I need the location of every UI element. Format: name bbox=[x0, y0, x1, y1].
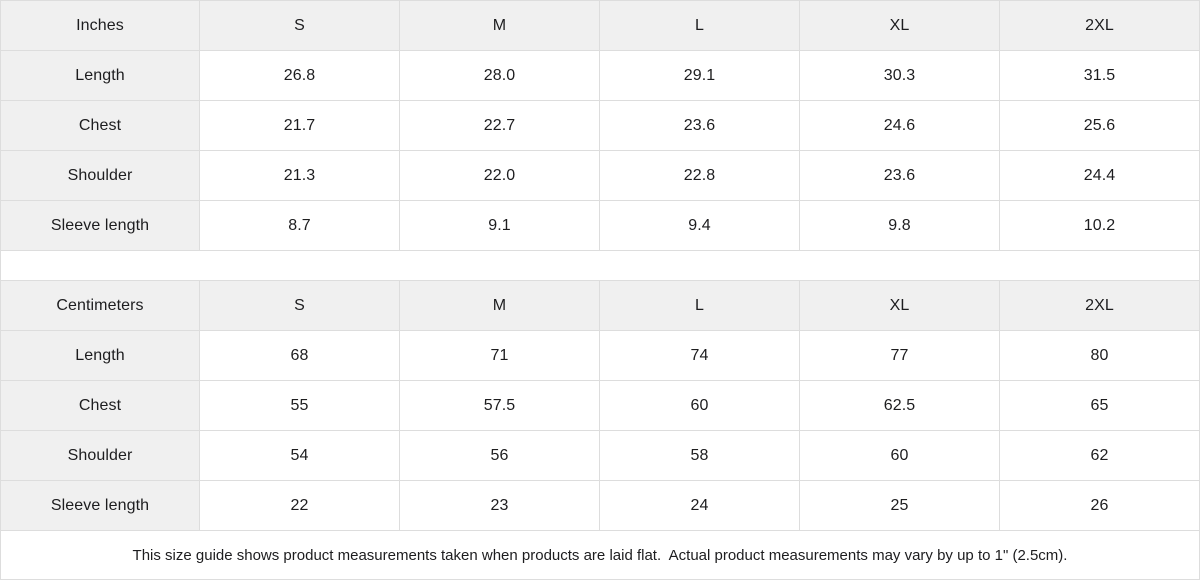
size-header-cell: XL bbox=[800, 281, 1000, 331]
row-label-cell: Length bbox=[1, 51, 200, 101]
value-cell: 22.7 bbox=[400, 101, 600, 151]
value-cell: 23.6 bbox=[800, 151, 1000, 201]
size-header-cell: XL bbox=[800, 1, 1000, 51]
size-header-cell: L bbox=[600, 1, 800, 51]
row-label-cell: Length bbox=[1, 331, 200, 381]
row-label-cell: Shoulder bbox=[1, 431, 200, 481]
size-header-cell: M bbox=[400, 281, 600, 331]
value-cell: 21.7 bbox=[200, 101, 400, 151]
value-cell: 54 bbox=[200, 431, 400, 481]
value-cell: 31.5 bbox=[1000, 51, 1199, 101]
value-cell: 24.6 bbox=[800, 101, 1000, 151]
value-cell: 9.4 bbox=[600, 201, 800, 251]
value-cell: 80 bbox=[1000, 331, 1199, 381]
value-cell: 56 bbox=[400, 431, 600, 481]
size-header-cell: 2XL bbox=[1000, 281, 1199, 331]
row-label-cell: Sleeve length bbox=[1, 481, 200, 531]
table-row: Length 26.8 28.0 29.1 30.3 31.5 bbox=[1, 51, 1199, 101]
header-row: Inches S M L XL 2XL bbox=[1, 1, 1199, 51]
value-cell: 62.5 bbox=[800, 381, 1000, 431]
value-cell: 28.0 bbox=[400, 51, 600, 101]
value-cell: 71 bbox=[400, 331, 600, 381]
size-header-cell: 2XL bbox=[1000, 1, 1199, 51]
value-cell: 29.1 bbox=[600, 51, 800, 101]
value-cell: 26.8 bbox=[200, 51, 400, 101]
value-cell: 58 bbox=[600, 431, 800, 481]
value-cell: 26 bbox=[1000, 481, 1199, 531]
table-row: Length 68 71 74 77 80 bbox=[1, 331, 1199, 381]
table-row: Sleeve length 8.7 9.1 9.4 9.8 10.2 bbox=[1, 201, 1199, 251]
value-cell: 60 bbox=[600, 381, 800, 431]
size-header-cell: S bbox=[200, 1, 400, 51]
row-label-cell: Sleeve length bbox=[1, 201, 200, 251]
row-label-cell: Shoulder bbox=[1, 151, 200, 201]
value-cell: 65 bbox=[1000, 381, 1199, 431]
value-cell: 24 bbox=[600, 481, 800, 531]
table-row: Shoulder 21.3 22.0 22.8 23.6 24.4 bbox=[1, 151, 1199, 201]
table-row: Chest 55 57.5 60 62.5 65 bbox=[1, 381, 1199, 431]
value-cell: 60 bbox=[800, 431, 1000, 481]
size-header-cell: M bbox=[400, 1, 600, 51]
value-cell: 68 bbox=[200, 331, 400, 381]
value-cell: 62 bbox=[1000, 431, 1199, 481]
value-cell: 24.4 bbox=[1000, 151, 1199, 201]
value-cell: 23.6 bbox=[600, 101, 800, 151]
value-cell: 23 bbox=[400, 481, 600, 531]
value-cell: 22 bbox=[200, 481, 400, 531]
table-row: Shoulder 54 56 58 60 62 bbox=[1, 431, 1199, 481]
value-cell: 10.2 bbox=[1000, 201, 1199, 251]
value-cell: 57.5 bbox=[400, 381, 600, 431]
spacer-row bbox=[1, 251, 1199, 281]
value-cell: 25.6 bbox=[1000, 101, 1199, 151]
row-label-cell: Chest bbox=[1, 381, 200, 431]
header-row: Centimeters S M L XL 2XL bbox=[1, 281, 1199, 331]
value-cell: 9.1 bbox=[400, 201, 600, 251]
size-table-inches: Inches S M L XL 2XL Length 26.8 28.0 29.1 30.3 31.5… bbox=[1, 1, 1199, 251]
value-cell: 22.8 bbox=[600, 151, 800, 201]
value-cell: 9.8 bbox=[800, 201, 1000, 251]
unit-header-cell: Inches bbox=[1, 1, 200, 51]
value-cell: 8.7 bbox=[200, 201, 400, 251]
size-header-cell: S bbox=[200, 281, 400, 331]
value-cell: 30.3 bbox=[800, 51, 1000, 101]
footer-note: This size guide shows product measuremen… bbox=[1, 531, 1199, 579]
size-table-centimeters: Centimeters S M L XL 2XL Length 68 71 74 77 80 Chest… bbox=[1, 281, 1199, 531]
value-cell: 77 bbox=[800, 331, 1000, 381]
table-row: Sleeve length 22 23 24 25 26 bbox=[1, 481, 1199, 531]
value-cell: 25 bbox=[800, 481, 1000, 531]
unit-header-cell: Centimeters bbox=[1, 281, 200, 331]
size-header-cell: L bbox=[600, 281, 800, 331]
value-cell: 55 bbox=[200, 381, 400, 431]
row-label-cell: Chest bbox=[1, 101, 200, 151]
value-cell: 74 bbox=[600, 331, 800, 381]
value-cell: 21.3 bbox=[200, 151, 400, 201]
table-row: Chest 21.7 22.7 23.6 24.6 25.6 bbox=[1, 101, 1199, 151]
value-cell: 22.0 bbox=[400, 151, 600, 201]
